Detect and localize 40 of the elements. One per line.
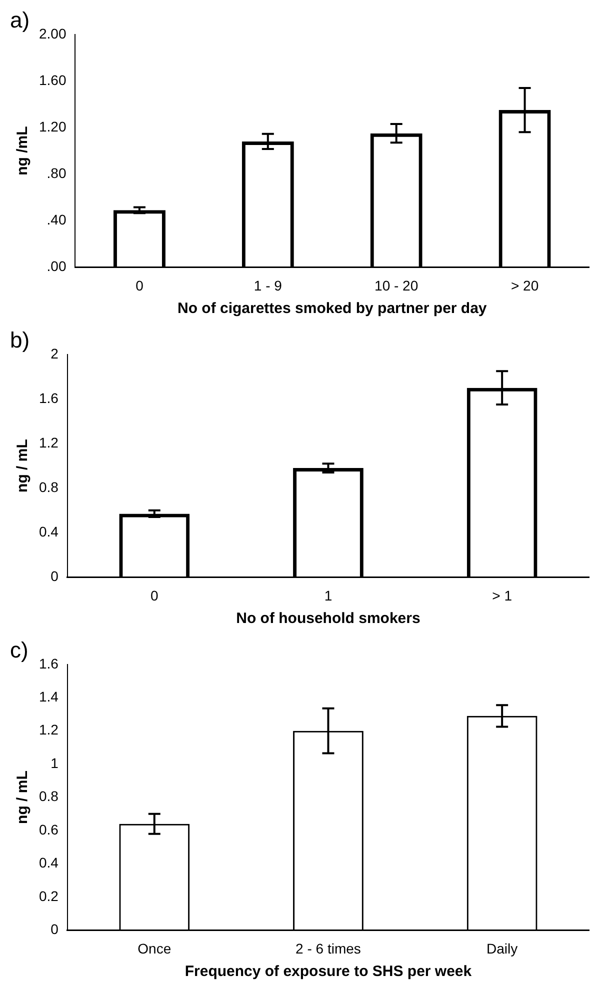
y-tick-label: 0 — [50, 568, 59, 584]
x-tick-label: 1 — [324, 587, 332, 604]
x-tick-label: > 20 — [510, 277, 539, 294]
y-tick-label: 0.8 — [38, 788, 59, 804]
x-axis-title: No of cigarettes smoked by partner per day — [177, 300, 488, 318]
y-tick-label: 0.2 — [38, 888, 59, 904]
chart-title: c) — [10, 637, 28, 662]
x-tick-label: 1 - 9 — [254, 277, 282, 294]
y-axis-title: ng / mL — [14, 439, 32, 492]
y-tick-label: 1.6 — [38, 655, 59, 672]
x-tick-label: 10 - 20 — [374, 277, 418, 294]
y-tick-label: .00 — [46, 258, 66, 274]
chart-title: a) — [10, 7, 30, 32]
y-tick-label: 2 — [50, 345, 59, 362]
y-tick-label: 1.2 — [38, 722, 59, 738]
y-tick-label: 1.6 — [38, 390, 59, 406]
y-tick-label: 0.4 — [38, 854, 59, 871]
x-tick-label: 2 - 6 times — [296, 940, 361, 956]
x-axis-title: Frequency of exposure to SHS per week — [184, 963, 472, 980]
y-tick-label: 1.2 — [38, 434, 59, 450]
y-tick-label: 1.4 — [38, 688, 59, 704]
x-tick-label: 0 — [150, 587, 158, 604]
x-tick-label: Once — [138, 940, 172, 956]
y-tick-label: 1.20 — [39, 118, 66, 134]
y-tick-label: 0.4 — [38, 524, 59, 540]
x-axis-title: No of household smokers — [236, 610, 420, 628]
y-tick-label: .80 — [46, 164, 66, 181]
x-tick-label: Daily — [486, 940, 518, 956]
x-tick-label: > 1 — [492, 587, 512, 604]
y-tick-label: 0.8 — [38, 478, 59, 495]
y-tick-label: 1 — [50, 754, 59, 771]
chart-title: b) — [10, 327, 30, 352]
y-tick-label: .40 — [46, 212, 66, 228]
x-tick-label: 0 — [136, 277, 144, 294]
y-tick-label: 1.60 — [39, 72, 66, 88]
y-axis-title: ng /mL — [14, 126, 32, 176]
y-tick-label: 0 — [50, 921, 59, 938]
y-tick-label: 2.00 — [39, 25, 66, 42]
y-axis-title: ng / mL — [14, 770, 32, 824]
y-tick-label: 0.6 — [38, 821, 59, 838]
